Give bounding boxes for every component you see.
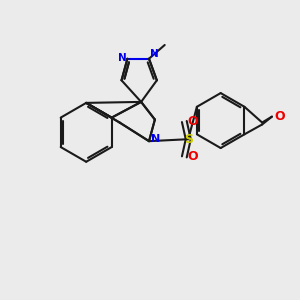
Text: O: O [188, 150, 199, 164]
Text: N: N [151, 134, 160, 144]
Text: S: S [184, 133, 193, 146]
Text: N: N [149, 49, 158, 59]
Text: N: N [118, 53, 127, 63]
Text: O: O [274, 110, 285, 123]
Text: O: O [188, 115, 199, 128]
